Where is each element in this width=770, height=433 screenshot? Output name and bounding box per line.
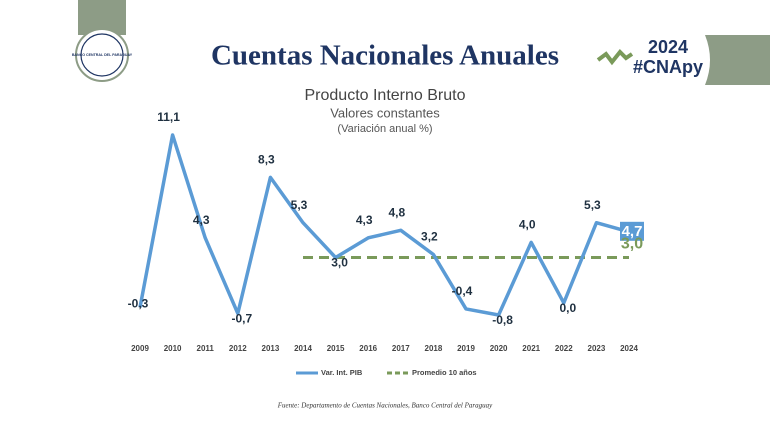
data-label: 5,3 [291, 198, 308, 212]
icon [596, 49, 634, 66]
x-tick-label: 2016 [359, 344, 377, 353]
chart-subtitle: Valores constantes [330, 105, 440, 120]
data-label: -0,3 [128, 297, 149, 311]
x-tick-label: 2019 [457, 344, 475, 353]
hashtag: #CNApy [633, 57, 703, 77]
logo-ring [80, 33, 124, 77]
x-tick-label: 2015 [327, 344, 345, 353]
x-tick-label: 2024 [620, 344, 638, 353]
legend-label: Promedio 10 años [412, 368, 477, 377]
page-title: Cuentas Nacionales Anuales [211, 40, 559, 72]
data-label: 5,3 [584, 198, 601, 212]
data-label: 3,0 [621, 236, 643, 253]
data-label: 4,8 [388, 205, 405, 219]
legend-label: Var. Int. PIB [321, 368, 363, 377]
x-tick-label: 2012 [229, 344, 247, 353]
data-label: -0,7 [231, 312, 252, 326]
source: Fuente: Departamento de Cuentas Nacional… [277, 402, 493, 410]
data-label: 11,1 [157, 110, 180, 124]
data-label: 4,3 [193, 213, 210, 227]
highlight-box [620, 221, 644, 241]
data-label: -0,8 [492, 313, 513, 327]
logo [75, 28, 129, 82]
data-label: 3,0 [331, 256, 348, 270]
series-line [138, 133, 630, 317]
x-tick-label: 2013 [262, 344, 280, 353]
data-label: 3,2 [421, 230, 438, 244]
x-tick-label: 2020 [490, 344, 508, 353]
year: 2024 [648, 37, 688, 57]
x-tick-label: 2023 [588, 344, 606, 353]
header-shape [705, 35, 770, 85]
data-label: 4,7 [622, 223, 643, 240]
x-tick-label: 2022 [555, 344, 573, 353]
x-tick-label: 2011 [197, 344, 215, 353]
x-tick-label: 2010 [164, 344, 182, 353]
x-tick-label: 2017 [392, 344, 410, 353]
data-label: 4,3 [356, 213, 373, 227]
data-label: 4,0 [519, 218, 536, 232]
chart-note: (Variación anual %) [337, 123, 432, 135]
logo-text: BANCO CENTRAL DEL PARAGUAY [72, 53, 133, 57]
chart-title: Producto Interno Bruto [305, 87, 466, 104]
x-tick-label: 2009 [131, 344, 149, 353]
x-tick-label: 2021 [522, 344, 540, 353]
x-tick-label: 2018 [425, 344, 443, 353]
data-label: 0,0 [559, 301, 576, 315]
data-label: -0,4 [452, 284, 473, 298]
data-label: 8,3 [258, 153, 275, 167]
x-tick-label: 2014 [294, 344, 312, 353]
